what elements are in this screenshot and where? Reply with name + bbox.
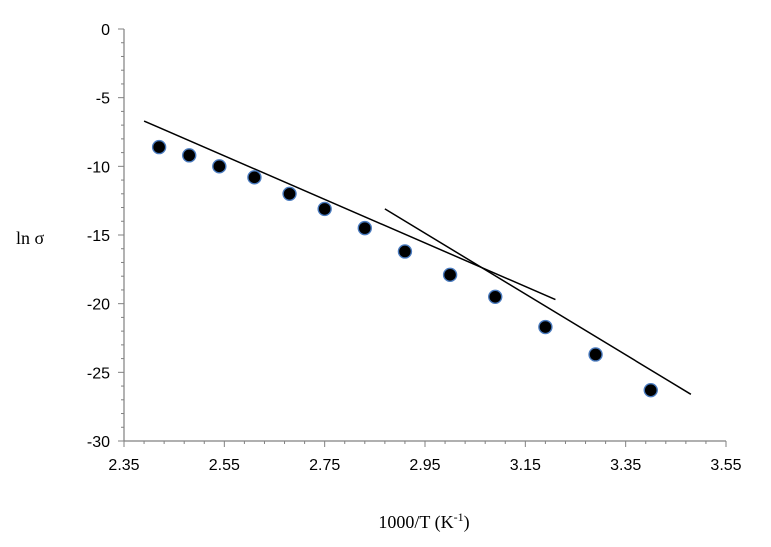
x-axis-title-sup: -1 <box>454 510 464 524</box>
data-point <box>247 170 262 185</box>
x-axis-title: 1000/T (K-1) <box>378 510 469 533</box>
data-point <box>397 244 413 259</box>
data-point <box>212 159 227 174</box>
x-tick-label: 2.95 <box>409 457 440 474</box>
y-tick-label: 0 <box>101 22 110 39</box>
fit-line <box>384 208 692 395</box>
data-point <box>317 201 332 217</box>
data-point <box>282 186 297 202</box>
y-axis-title: ln σ <box>16 228 45 248</box>
y-tick-label: -30 <box>87 434 110 451</box>
data-point <box>488 289 503 304</box>
x-tick-label: 3.35 <box>610 457 641 474</box>
fit-lines <box>143 120 692 395</box>
data-point <box>588 347 603 362</box>
tick-labels: 0 -5 -10 -15 -20 -25 -30 2.35 2.55 2.75 2.95 3.15 3.… <box>87 22 742 474</box>
x-axis-title-main: 1000/T (K <box>378 512 453 533</box>
x-tick-label: 3.55 <box>710 457 741 474</box>
y-tick-label: -20 <box>87 297 110 314</box>
fit-line <box>143 120 556 301</box>
data-point <box>151 139 167 155</box>
tick-marks <box>118 28 727 447</box>
data-point <box>442 267 458 283</box>
x-tick-label: 3.15 <box>510 457 541 474</box>
x-tick-label: 2.55 <box>209 457 240 474</box>
y-tick-label: -10 <box>87 159 110 176</box>
data-point <box>182 148 197 163</box>
x-tick-label: 2.75 <box>309 457 340 474</box>
data-point <box>357 220 372 236</box>
y-tick-label: -25 <box>87 365 110 382</box>
data-point <box>538 319 553 335</box>
y-tick-label: -5 <box>96 91 110 108</box>
axes <box>123 29 726 442</box>
x-axis-title-close: ) <box>464 512 470 533</box>
data-point <box>643 382 658 398</box>
data-points <box>151 139 658 398</box>
x-tick-label: 2.35 <box>108 457 139 474</box>
y-tick-label: -15 <box>87 228 110 245</box>
